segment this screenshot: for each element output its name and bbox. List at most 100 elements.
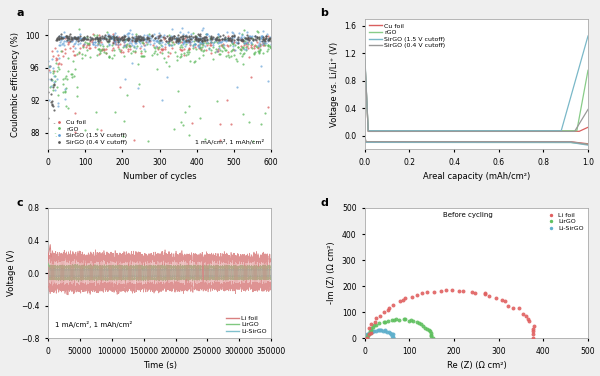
Point	[162, 74, 172, 80]
Point	[134, 82, 144, 88]
Point	[231, 39, 241, 45]
Point	[196, 41, 205, 47]
Point	[93, 36, 103, 42]
Point	[109, 33, 119, 39]
Point	[245, 35, 254, 41]
Point	[173, 38, 183, 44]
Point	[429, 289, 439, 295]
Point	[125, 38, 135, 44]
Point	[47, 77, 57, 83]
Point	[118, 44, 127, 50]
Point	[211, 35, 221, 41]
Point	[55, 39, 65, 45]
Point	[206, 35, 216, 41]
Point	[74, 35, 84, 41]
Point	[48, 82, 58, 88]
Point	[115, 41, 124, 47]
Text: Before cycling: Before cycling	[443, 212, 493, 218]
Point	[79, 34, 89, 40]
Point	[239, 27, 249, 33]
Point	[146, 35, 156, 41]
Point	[86, 36, 96, 42]
Point	[121, 43, 131, 49]
Point	[212, 48, 221, 54]
Point	[188, 34, 198, 40]
Point	[59, 29, 69, 35]
Point	[121, 42, 131, 48]
Point	[117, 35, 127, 41]
Point	[254, 40, 263, 46]
Point	[220, 44, 229, 50]
Point	[117, 36, 127, 42]
Point	[154, 38, 163, 44]
Point	[61, 88, 70, 94]
Point	[103, 43, 112, 49]
Point	[379, 327, 388, 334]
Point	[174, 36, 184, 42]
Legend: Cu foil, rGO, SirGO (1.5 V cutoff), SirGO (0.4 V cutoff): Cu foil, rGO, SirGO (1.5 V cutoff), SirG…	[51, 118, 128, 146]
Point	[260, 36, 270, 42]
Point	[123, 35, 133, 41]
Point	[230, 42, 239, 48]
Point	[364, 332, 373, 338]
Point	[164, 41, 173, 47]
Point	[227, 38, 236, 44]
Point	[251, 33, 260, 39]
Point	[228, 40, 238, 46]
Point	[69, 34, 79, 40]
Point	[80, 52, 89, 58]
Point	[179, 39, 188, 45]
Point	[158, 34, 167, 40]
Point	[154, 45, 163, 51]
Point	[170, 36, 180, 42]
Point	[110, 109, 120, 115]
Point	[147, 33, 157, 39]
Point	[183, 51, 193, 57]
Point	[193, 42, 203, 48]
Point	[113, 39, 123, 45]
Point	[54, 55, 64, 61]
Point	[260, 35, 269, 41]
Point	[239, 50, 249, 56]
Point	[240, 35, 250, 41]
Point	[215, 39, 224, 45]
Point	[139, 103, 148, 109]
Point	[254, 47, 263, 53]
Point	[131, 45, 141, 51]
Point	[369, 328, 379, 334]
Text: d: d	[320, 197, 328, 208]
Point	[176, 34, 185, 40]
Point	[227, 35, 236, 41]
Point	[194, 44, 204, 50]
Point	[108, 39, 118, 45]
Point	[382, 329, 392, 335]
Point	[48, 84, 58, 90]
Point	[64, 55, 73, 61]
Point	[64, 36, 74, 42]
Point	[173, 32, 183, 38]
Point	[110, 30, 120, 36]
Point	[188, 30, 198, 36]
Point	[105, 34, 115, 40]
Point	[57, 35, 67, 41]
Point	[46, 85, 55, 91]
Point	[155, 49, 165, 55]
Y-axis label: -Im (Z) (Ω cm²): -Im (Z) (Ω cm²)	[328, 242, 337, 305]
Point	[90, 35, 100, 41]
Point	[95, 35, 104, 41]
Point	[529, 323, 538, 329]
Point	[159, 36, 169, 42]
Point	[213, 40, 223, 46]
Point	[157, 47, 167, 53]
Point	[193, 34, 202, 40]
Point	[164, 41, 174, 47]
Point	[140, 53, 149, 59]
Point	[259, 29, 268, 35]
Point	[119, 36, 129, 42]
Point	[212, 36, 221, 42]
Point	[50, 82, 59, 88]
Point	[169, 39, 178, 45]
Point	[159, 55, 169, 61]
Point	[106, 34, 115, 40]
Point	[179, 46, 189, 52]
